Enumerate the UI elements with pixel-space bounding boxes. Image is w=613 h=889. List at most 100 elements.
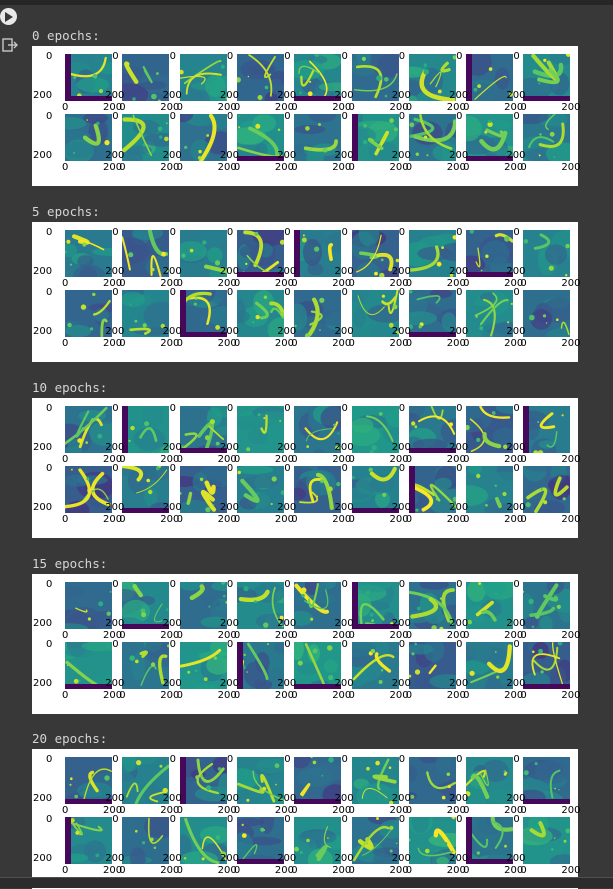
subplot-image — [236, 817, 284, 864]
y-tick-0: 0 — [398, 814, 406, 825]
subplot-image — [408, 757, 456, 804]
y-tick-200: 200 — [334, 502, 354, 513]
feature-map-image — [236, 230, 284, 277]
subplot-image — [236, 290, 284, 337]
x-tick-200: 200 — [217, 865, 237, 876]
y-tick-0: 0 — [112, 463, 119, 474]
feature-map-image — [179, 290, 227, 337]
subplot-image — [408, 230, 456, 277]
x-tick-200: 200 — [504, 690, 524, 701]
subplot-image — [523, 642, 571, 689]
subplot-image — [466, 54, 514, 101]
output-redirect-icon[interactable] — [2, 38, 18, 52]
feature-map-image — [466, 582, 514, 629]
y-tick-0: 0 — [226, 227, 234, 238]
subplot: 200 0 0 200 — [163, 463, 237, 526]
x-tick-0: 0 — [463, 454, 470, 465]
subplot: 200 0 0 200 — [220, 579, 294, 642]
y-tick-200: 200 — [277, 618, 297, 629]
x-tick-0: 0 — [405, 162, 413, 173]
y-tick-200: 200 — [162, 90, 182, 101]
y-tick-0: 0 — [456, 403, 463, 414]
y-tick-200: 200 — [162, 150, 182, 161]
subplot: 200 0 0 200 — [335, 579, 409, 642]
y-tick-0: 0 — [169, 639, 176, 650]
subplot-image — [179, 54, 227, 101]
y-tick-200: 200 — [449, 90, 469, 101]
y-tick-0: 0 — [46, 227, 53, 238]
x-tick-0: 0 — [463, 805, 470, 816]
subplot-image — [466, 757, 514, 804]
feature-map-image — [466, 114, 514, 161]
subplot: 200 0 0 200 — [335, 463, 409, 526]
figure-row: 200 0 0 200 200 0 0 200 200 0 0 200 200 0 0 200 200 0 0 200… — [32, 227, 580, 290]
x-tick-0: 0 — [405, 690, 413, 701]
subplot: 200 0 0 200 — [163, 51, 237, 114]
subplot: 200 0 0 200 — [277, 754, 351, 817]
subplot: 200 0 0 200 — [277, 814, 351, 877]
x-tick-200: 200 — [504, 278, 524, 289]
y-tick-0: 0 — [341, 287, 348, 298]
subplot-image — [294, 114, 342, 161]
subplot-image — [122, 582, 170, 629]
feature-map-image — [122, 642, 170, 689]
feature-map-image — [236, 54, 284, 101]
subplot: 200 0 0 200 — [220, 639, 294, 702]
y-tick-0: 0 — [341, 814, 348, 825]
y-tick-200: 200 — [162, 618, 182, 629]
subplot-image — [294, 230, 342, 277]
x-tick-200: 200 — [389, 338, 409, 349]
feature-map-image — [351, 406, 399, 453]
y-tick-200: 200 — [449, 326, 469, 337]
x-tick-200: 200 — [446, 454, 466, 465]
subplot-image — [523, 290, 571, 337]
x-tick-200: 200 — [561, 338, 581, 349]
y-tick-200: 200 — [33, 442, 53, 453]
x-tick-200: 200 — [103, 514, 123, 525]
x-tick-0: 0 — [176, 865, 183, 876]
subplot-image — [65, 757, 112, 804]
subplot-image — [294, 757, 342, 804]
feature-map-image — [408, 642, 456, 689]
subplot: 200 0 0 200 — [105, 639, 179, 702]
feature-map-image — [294, 230, 342, 277]
y-tick-0: 0 — [112, 754, 119, 765]
feature-map-image — [122, 582, 170, 629]
x-tick-0: 0 — [62, 102, 69, 113]
y-tick-0: 0 — [112, 579, 119, 590]
y-tick-200: 200 — [506, 793, 526, 804]
y-tick-0: 0 — [169, 227, 176, 238]
subplot: 200 0 0 200 — [33, 814, 122, 877]
y-tick-200: 200 — [506, 618, 526, 629]
y-tick-0: 0 — [46, 754, 53, 765]
x-tick-0: 0 — [176, 102, 183, 113]
subplot-image — [523, 757, 571, 804]
feature-map-image — [523, 582, 571, 629]
subplot: 200 0 0 200 — [392, 639, 466, 702]
y-tick-0: 0 — [513, 111, 520, 122]
subplot: 200 0 0 200 — [163, 287, 237, 350]
y-tick-200: 200 — [105, 618, 125, 629]
subplot: 200 0 0 200 — [392, 579, 466, 642]
y-tick-200: 200 — [219, 793, 239, 804]
feature-map-image — [466, 290, 514, 337]
run-cell-button[interactable] — [0, 8, 17, 25]
subplot-image — [466, 114, 514, 161]
x-tick-200: 200 — [332, 690, 352, 701]
subplot: 200 0 0 200 — [449, 639, 523, 702]
subplot-image — [351, 54, 399, 101]
feature-map-image — [523, 817, 571, 864]
subplot: 200 0 0 200 — [33, 287, 122, 350]
x-tick-0: 0 — [233, 278, 241, 289]
x-tick-0: 0 — [176, 690, 183, 701]
y-tick-200: 200 — [162, 266, 182, 277]
subplot-image — [236, 230, 284, 277]
subplot-image — [122, 114, 170, 161]
subplot: 200 0 0 200 — [392, 754, 466, 817]
y-tick-200: 200 — [391, 90, 411, 101]
x-tick-200: 200 — [160, 102, 180, 113]
subplot-image — [466, 582, 514, 629]
bottom-scrollbar[interactable] — [0, 877, 613, 888]
subplot: 200 0 0 200 — [220, 111, 294, 174]
feature-map-image — [523, 114, 571, 161]
